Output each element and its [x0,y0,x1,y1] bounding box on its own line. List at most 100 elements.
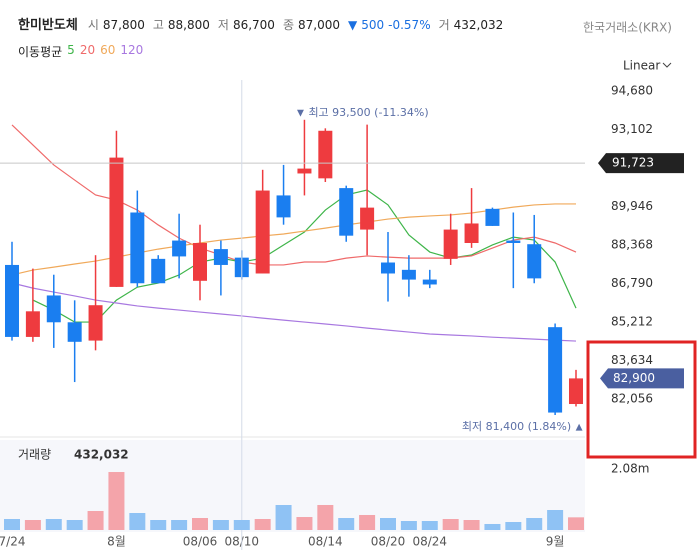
volume-bar [4,519,20,530]
legend-entry[interactable]: 20 [79,43,96,57]
annotation-marker: ▼ [297,108,304,118]
ma-line [11,203,576,276]
y-tick-label: 83,634 [611,353,653,367]
candle-body [25,311,40,337]
candle-body [506,240,521,243]
y-tick-label: 82,056 [611,391,653,405]
candle-body [130,212,145,284]
candle-body [67,322,82,342]
candle-body [464,223,479,243]
ma-title: 이동평균 [18,45,63,59]
candle-body [193,242,207,281]
x-tick-label: 08/14 [308,535,343,549]
candle-body [339,188,354,236]
value: 432,032 [453,18,504,32]
volume-bar [463,520,480,530]
label: 고 [152,18,164,32]
scale-mode[interactable]: Linear [623,59,660,73]
label: 거 [438,18,450,32]
x-tick-label: 08/20 [371,535,406,549]
volume-bar [317,504,334,530]
volume-bar [150,520,167,530]
volume-bar [24,520,41,530]
candle-body [485,208,500,226]
annotation: 최고 93,500 (-11.34%) [308,106,428,119]
volume-bar [421,521,438,530]
candle-body [213,249,228,265]
volume-bar [192,518,208,530]
change-pct: -0.57% [388,18,431,32]
candle-body [548,327,563,413]
ma-line [11,282,577,342]
volume-bar [442,519,459,530]
value: 86,700 [232,18,275,32]
candle-body [443,229,458,259]
x-tick-label: 08/06 [183,535,218,549]
volume-bar [66,520,83,530]
exchange: 한국거래소(KRX) [583,21,672,35]
stock-name: 한미반도체 [18,18,78,33]
y-tick-label: 86,790 [611,276,653,290]
candle-body [276,195,291,218]
x-tick-label: 8월 [107,535,126,549]
volume-bar [380,518,396,530]
y-tick-label: 85,212 [611,314,653,328]
volume-bar [45,519,62,530]
value: 87,000 [298,18,340,32]
volume-bar [526,518,543,530]
change-arrow: ▼ [348,18,358,32]
y-tick-label: 88,368 [611,237,653,251]
x-tick-label: 08/24 [412,535,447,549]
legend-entry[interactable]: 5 [67,43,75,57]
volume-bar [108,472,125,530]
candle-body [46,295,61,323]
volume-bar [129,512,146,530]
candle-body [255,190,270,274]
candle-body [172,240,187,257]
volume-title: 거래량 [18,448,51,462]
change: 500 [361,18,385,32]
ma-line [11,124,577,266]
volume-bar [87,511,104,530]
volume-bar [171,520,188,530]
candle-body [527,244,542,279]
annotation-marker: ▲ [576,422,583,432]
label: 종 [282,18,294,32]
x-tick-label: 9월 [546,535,565,549]
volume-bar [359,514,376,530]
x-tick-label: 7/24 [0,535,25,549]
crosshair-label: 91,723 [612,156,654,170]
volume-bar [296,517,313,530]
plot [5,119,583,415]
volume-bar [254,519,271,530]
candle-body [360,207,375,230]
volume-bar [484,523,501,530]
candle-body [569,378,583,405]
legend-entry[interactable]: 60 [100,43,116,57]
volume-total: 432,032 [74,448,129,462]
chevron[interactable] [662,62,672,68]
volume-bar [338,518,355,530]
candle-body [401,269,416,280]
candle-body [109,157,124,287]
candle-body [151,258,166,284]
y-tick-label: 93,102 [611,122,653,136]
value: 88,800 [167,18,210,32]
crosshair-tag [598,153,684,174]
y-tick-label: 94,680 [611,84,653,98]
ma-legend: 이동평균 5 20 60 120 [18,43,143,60]
y-tick-label: 89,946 [611,199,653,213]
highlight-box [586,340,697,459]
volume-bar [505,521,522,530]
volume-bar [212,520,229,530]
volume-bar [233,520,250,530]
candle-body [88,305,103,341]
legend-entry[interactable]: 120 [120,43,144,57]
candle-body [5,264,19,337]
label: 시 [87,18,99,32]
price-tag [600,368,684,389]
header: 한미반도체 시 87,800 고 88,800 저 86,700 종 87,000 ▼ 5… [18,14,507,33]
candle-body [381,262,395,274]
